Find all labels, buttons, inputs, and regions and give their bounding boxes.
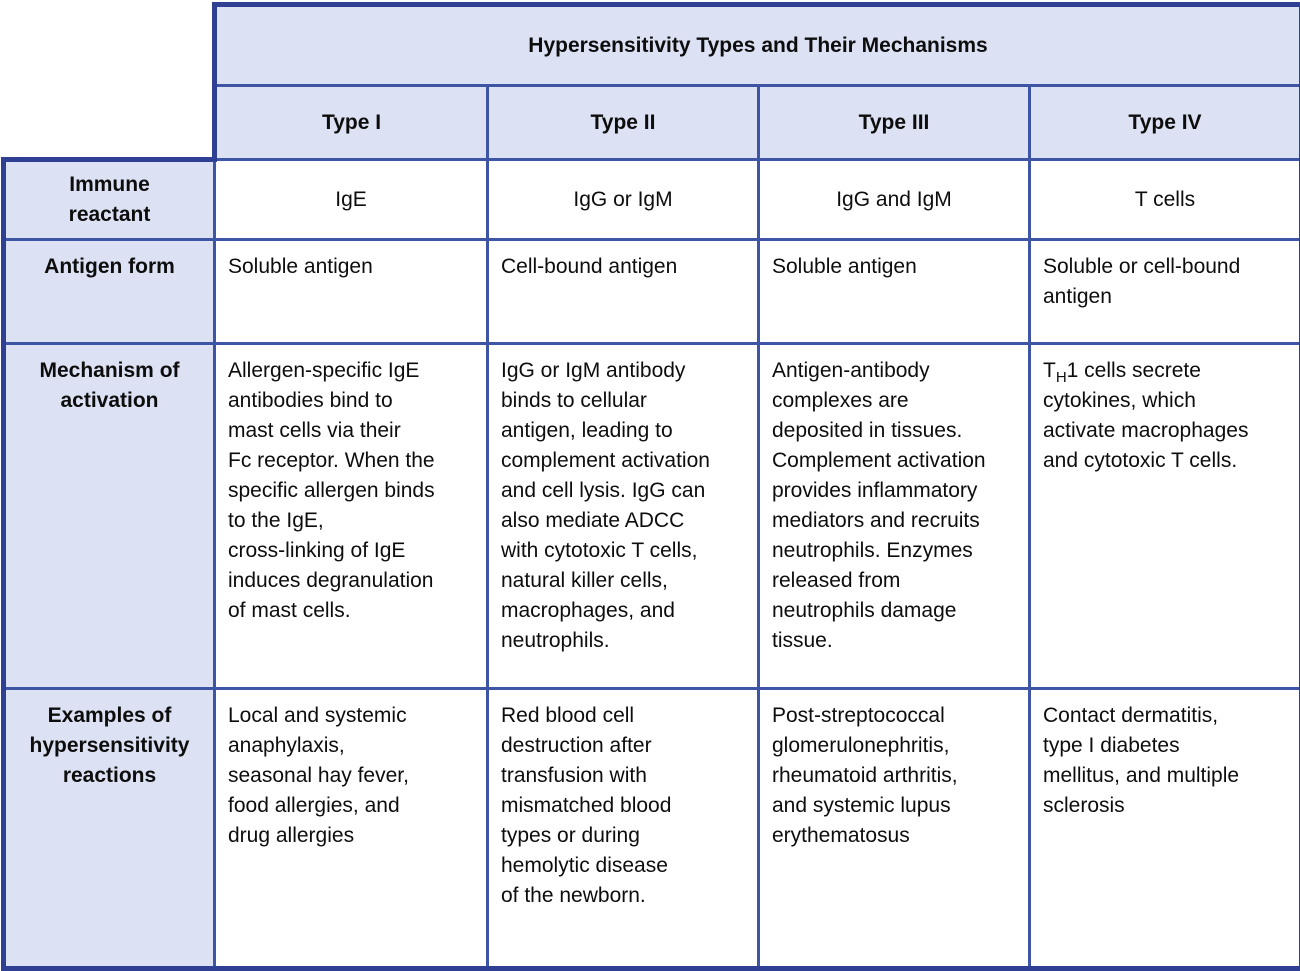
cell-immune-reactant-type-iii: IgG and IgM	[759, 160, 1030, 240]
cell-examples-type-ii: Red blood cell destruction after transfu…	[488, 689, 759, 969]
row-label-examples: Examples of hypersensitivity reactions	[4, 689, 215, 969]
row-label-mechanism: Mechanism of activation	[4, 344, 215, 689]
page: Hypersensitivity Types and Their Mechani…	[0, 2, 1300, 916]
cell-mechanism-type-i: Allergen-specific IgE antibodies bind to…	[215, 344, 488, 689]
row-immune-reactant: Immune reactant IgE IgG or IgM IgG and I…	[4, 160, 1300, 240]
row-mechanism-of-activation: Mechanism of activation Allergen-specifi…	[4, 344, 1300, 689]
header-type-iii: Type III	[759, 86, 1030, 160]
table-title: Hypersensitivity Types and Their Mechani…	[215, 5, 1300, 86]
row-antigen-form: Antigen form Soluble antigen Cell-bound …	[4, 240, 1300, 344]
th1-text: 1 cells secrete cytokines, which activat…	[1043, 359, 1248, 472]
header-type-ii: Type II	[488, 86, 759, 160]
cell-immune-reactant-type-iv: T cells	[1030, 160, 1300, 240]
cell-mechanism-type-iii: Antigen-antibody complexes are deposited…	[759, 344, 1030, 689]
cell-antigen-form-type-ii: Cell-bound antigen	[488, 240, 759, 344]
row-label-antigen-form: Antigen form	[4, 240, 215, 344]
corner-spacer	[4, 5, 215, 160]
header-type-iv: Type IV	[1030, 86, 1300, 160]
cell-antigen-form-type-iv: Soluble or cell-bound antigen	[1030, 240, 1300, 344]
th1-subscript: H	[1056, 369, 1067, 386]
cell-examples-type-i: Local and systemic anaphylaxis, seasonal…	[215, 689, 488, 969]
row-examples: Examples of hypersensitivity reactions L…	[4, 689, 1300, 969]
cell-antigen-form-type-i: Soluble antigen	[215, 240, 488, 344]
row-label-immune-reactant: Immune reactant	[4, 160, 215, 240]
cell-mechanism-type-iv: TH1 cells secrete cytokines, which activ…	[1030, 344, 1300, 689]
cell-antigen-form-type-iii: Soluble antigen	[759, 240, 1030, 344]
cell-immune-reactant-type-ii: IgG or IgM	[488, 160, 759, 240]
cell-immune-reactant-type-i: IgE	[215, 160, 488, 240]
title-row: Hypersensitivity Types and Their Mechani…	[4, 5, 1300, 86]
th1-prefix: T	[1043, 359, 1056, 382]
cell-mechanism-type-ii: IgG or IgM antibody binds to cellular an…	[488, 344, 759, 689]
cell-examples-type-iii: Post-streptococcal glomerulonephritis, r…	[759, 689, 1030, 969]
cell-examples-type-iv: Contact dermatitis, type I diabetes mell…	[1030, 689, 1300, 969]
header-type-i: Type I	[215, 86, 488, 160]
